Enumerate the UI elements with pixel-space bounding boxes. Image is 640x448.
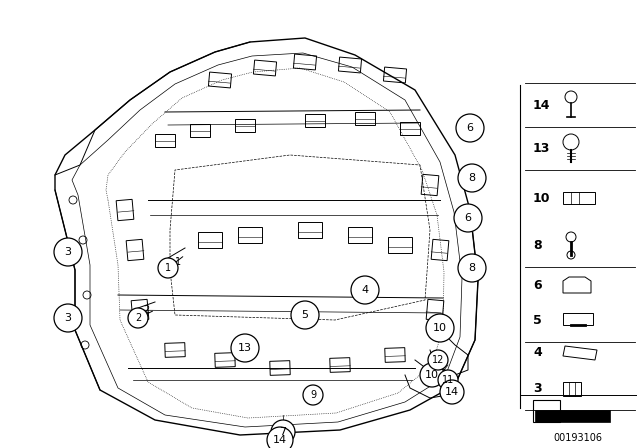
Circle shape (351, 276, 379, 304)
Text: 14: 14 (445, 387, 459, 397)
Circle shape (291, 301, 319, 329)
Circle shape (458, 164, 486, 192)
Text: 6: 6 (467, 123, 474, 133)
Text: 14: 14 (533, 99, 550, 112)
Text: 13: 13 (238, 343, 252, 353)
Text: 10: 10 (433, 323, 447, 333)
Text: 14: 14 (273, 435, 287, 445)
Text: 6: 6 (465, 213, 472, 223)
Text: 3: 3 (65, 313, 72, 323)
Text: 2: 2 (135, 313, 141, 323)
Text: 5: 5 (533, 314, 541, 327)
Text: 2: 2 (143, 305, 149, 315)
Circle shape (271, 420, 295, 444)
Text: 3: 3 (65, 247, 72, 257)
Circle shape (428, 350, 448, 370)
Text: 8: 8 (468, 263, 476, 273)
Circle shape (454, 204, 482, 232)
Text: 8: 8 (468, 173, 476, 183)
Text: 00193106: 00193106 (554, 433, 602, 443)
Text: 13: 13 (533, 142, 550, 155)
Text: 8: 8 (533, 238, 541, 251)
Text: 5: 5 (301, 310, 308, 320)
Text: 9: 9 (310, 390, 316, 400)
Text: 1: 1 (165, 263, 171, 273)
Circle shape (456, 114, 484, 142)
Text: 10: 10 (425, 370, 439, 380)
Text: 7: 7 (280, 427, 287, 437)
Circle shape (267, 427, 293, 448)
Circle shape (54, 304, 82, 332)
Text: 11: 11 (442, 375, 454, 385)
Circle shape (128, 308, 148, 328)
Text: 4: 4 (362, 285, 369, 295)
Circle shape (158, 258, 178, 278)
Circle shape (420, 363, 444, 387)
Circle shape (438, 370, 458, 390)
Circle shape (458, 254, 486, 282)
Circle shape (54, 238, 82, 266)
Circle shape (440, 380, 464, 404)
Text: 12: 12 (432, 355, 444, 365)
Text: 1: 1 (175, 257, 181, 267)
Text: 10: 10 (533, 191, 550, 204)
Text: 4: 4 (533, 345, 541, 358)
Text: 3: 3 (533, 382, 541, 395)
Circle shape (303, 385, 323, 405)
Circle shape (231, 334, 259, 362)
Text: 6: 6 (533, 279, 541, 292)
Polygon shape (535, 410, 610, 422)
Circle shape (426, 314, 454, 342)
